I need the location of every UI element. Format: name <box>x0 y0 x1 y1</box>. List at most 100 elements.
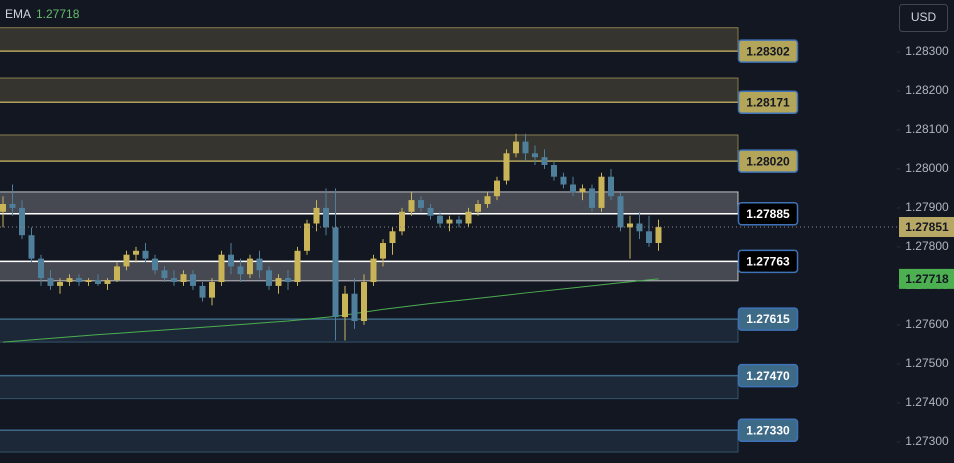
candle-body <box>608 176 614 197</box>
y-tick-label: 1.27400 <box>905 395 949 409</box>
candle-body <box>266 270 272 286</box>
candle-body <box>95 280 101 284</box>
candle-body <box>380 243 386 259</box>
candle-body <box>76 278 82 283</box>
indicator-value: 1.27718 <box>36 7 80 21</box>
candle-body <box>0 204 6 212</box>
price-label-box <box>899 217 954 238</box>
zone <box>0 375 739 400</box>
candle-body <box>418 200 424 208</box>
candle-body <box>190 274 196 286</box>
candle-body <box>256 258 263 271</box>
candle-body <box>456 219 462 224</box>
y-tick-label: 1.27600 <box>905 317 949 331</box>
candle-body <box>408 200 415 212</box>
zone-label: 1.27763 <box>746 255 790 269</box>
candle-body <box>551 164 557 177</box>
candle-body <box>494 180 500 197</box>
candle-body <box>513 141 519 154</box>
zone-label: 1.27885 <box>746 207 790 221</box>
y-tick-label: 1.28100 <box>905 122 949 136</box>
candle-body <box>142 250 149 259</box>
y-tick-label: 1.27900 <box>905 200 949 214</box>
zone-label-box <box>737 363 799 388</box>
zone-label: 1.27330 <box>746 423 790 437</box>
candle-body <box>104 280 111 284</box>
plot-area <box>0 27 897 453</box>
candle-body <box>646 231 652 244</box>
zone-label: 1.28302 <box>746 44 790 58</box>
candle-body <box>617 196 624 228</box>
candle-body <box>19 207 25 236</box>
zone-label-box <box>737 249 799 274</box>
candle-body <box>247 258 253 275</box>
candle-body <box>437 215 443 224</box>
candle-body <box>475 204 481 212</box>
candle-body <box>446 219 453 224</box>
zone-label: 1.28171 <box>746 95 790 109</box>
candle-body <box>636 223 643 232</box>
candle-body <box>332 227 339 318</box>
candle-body <box>123 254 130 267</box>
candle-body <box>655 227 662 244</box>
candle-body <box>532 153 538 158</box>
candle-body <box>209 282 215 298</box>
candle-body <box>304 223 310 251</box>
candle-body <box>361 282 367 322</box>
zone-label-box <box>737 90 799 114</box>
candle-body <box>598 176 605 208</box>
candle-body <box>171 278 177 283</box>
candle-body <box>313 207 320 224</box>
candle-body <box>133 250 139 255</box>
zone <box>0 77 739 103</box>
candle-body <box>465 211 472 224</box>
zone-label-box <box>737 418 799 442</box>
candle-body <box>237 266 244 275</box>
candle-body <box>522 141 529 154</box>
candle-body <box>323 207 329 228</box>
candle-body <box>180 274 187 283</box>
zone-label: 1.27470 <box>746 369 790 383</box>
zone-label: 1.27615 <box>746 312 790 326</box>
y-tick-label: 1.28000 <box>905 161 949 175</box>
zone <box>0 191 739 215</box>
y-tick-label: 1.28200 <box>905 83 949 97</box>
candle-body <box>85 280 92 283</box>
candle-body <box>218 254 225 283</box>
candle-body <box>38 258 44 279</box>
indicator-name: EMA <box>5 7 31 21</box>
candle-body <box>152 258 158 271</box>
zone-label-box <box>737 39 799 63</box>
y-tick-label: 1.28300 <box>905 44 949 58</box>
currency-button[interactable] <box>899 4 948 32</box>
zone-label-box <box>737 149 799 173</box>
candle-body <box>294 250 301 283</box>
ema-label-box <box>899 268 954 289</box>
candle-body <box>342 293 348 318</box>
zone-label-box <box>737 307 799 331</box>
zone-label-box <box>737 202 799 226</box>
candle-body <box>9 204 16 208</box>
candle-body <box>627 223 633 228</box>
candle-body <box>484 196 491 205</box>
ema-line <box>2 278 659 343</box>
price-label: 1.27851 <box>905 220 949 234</box>
zone <box>0 260 739 282</box>
zone <box>0 429 739 453</box>
y-tick-label: 1.27800 <box>905 239 949 253</box>
candle-body <box>66 278 73 283</box>
currency-label[interactable]: USD <box>911 10 937 24</box>
candle-body <box>114 266 120 281</box>
candle-body <box>275 278 282 286</box>
candle-body <box>427 207 434 216</box>
candle-body <box>47 278 54 286</box>
y-tick-label: 1.27500 <box>905 356 949 370</box>
candle-body <box>285 278 291 283</box>
zone <box>0 134 739 162</box>
candle-body <box>560 176 567 185</box>
candle-body <box>399 211 405 232</box>
ema-label: 1.27718 <box>905 272 949 286</box>
candle-body <box>541 157 548 165</box>
candle-body <box>57 282 63 286</box>
